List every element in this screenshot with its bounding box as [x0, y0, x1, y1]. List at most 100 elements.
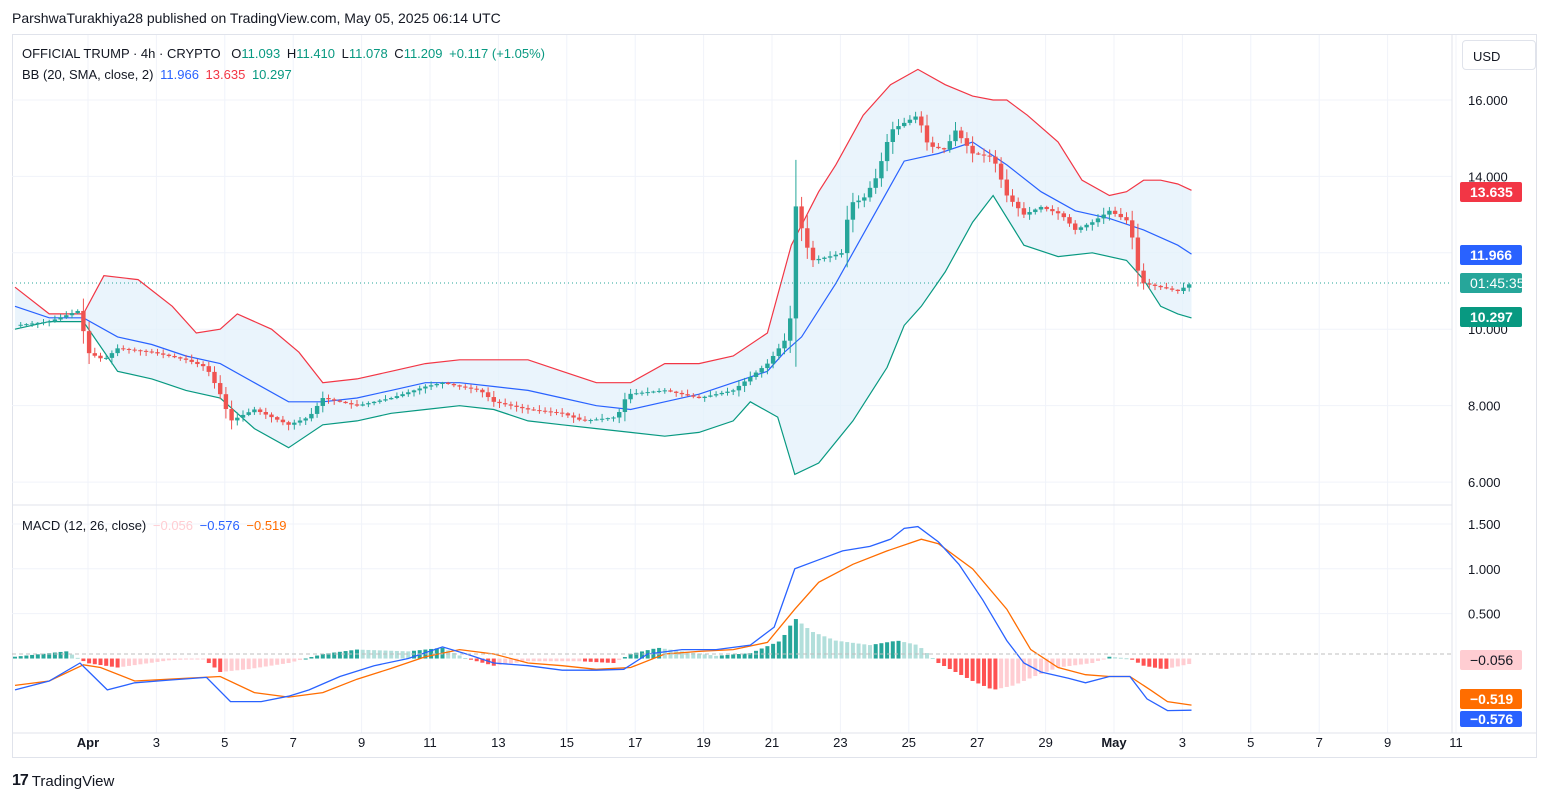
candle-body	[428, 385, 434, 387]
macd-histogram-bar	[782, 634, 787, 659]
candle-body	[1107, 210, 1112, 215]
macd-histogram-bar	[537, 658, 542, 662]
candle-body	[622, 399, 628, 413]
macd-histogram-bar	[75, 657, 80, 659]
candle-body	[594, 419, 599, 421]
candle-body	[799, 206, 804, 229]
candle-body	[702, 396, 707, 399]
candle-body	[468, 387, 474, 389]
time-tick-label: 3	[1179, 735, 1186, 750]
time-tick-label: 7	[290, 735, 297, 750]
time-tick-label: 19	[696, 735, 710, 750]
macd-histogram-bar	[833, 640, 838, 659]
candle-body	[200, 364, 206, 367]
candle-body	[645, 392, 650, 394]
macd-histogram-bar	[856, 643, 861, 659]
candle-body	[913, 116, 918, 120]
candle-body	[742, 381, 747, 386]
macd-histogram-bar	[383, 650, 388, 659]
candle-body	[1016, 201, 1021, 209]
currency-button[interactable]: USD	[1462, 40, 1536, 70]
macd-histogram-bar	[594, 658, 599, 663]
candle-body	[725, 391, 730, 393]
change-value: +0.117 (+1.05%)	[449, 46, 545, 61]
macd-histogram-bar	[811, 632, 815, 659]
macd-histogram-bar	[531, 658, 536, 662]
candle-body	[1118, 213, 1123, 218]
candle-body	[816, 258, 821, 261]
macd-histogram-bar	[132, 658, 137, 666]
candle-body	[959, 130, 964, 139]
macd-histogram-bar	[246, 658, 251, 670]
candle-body	[406, 392, 411, 395]
candle-body	[839, 253, 844, 255]
candle-body	[1010, 195, 1015, 202]
macd-histogram-bar	[1153, 658, 1157, 668]
macd-histogram-bar	[1033, 658, 1038, 677]
bb-basis-line	[14, 141, 1192, 411]
macd-histogram-bar	[702, 654, 707, 659]
macd-histogram-bar	[925, 653, 929, 659]
macd-histogram-bar	[189, 658, 194, 660]
macd-histogram-bar	[999, 658, 1004, 689]
macd-histogram-bar	[708, 655, 713, 659]
macd-histogram-bar	[1187, 658, 1192, 665]
macd-histogram-bar	[195, 658, 200, 660]
macd-histogram-bar	[98, 658, 103, 666]
candle-body	[218, 383, 223, 395]
macd-histogram-bar	[309, 657, 314, 659]
candle-body	[770, 355, 776, 364]
macd-signal-value: −0.519	[246, 518, 287, 533]
candle-body	[69, 313, 75, 316]
macd-histogram-bar	[605, 658, 610, 663]
macd-histogram-bar	[138, 658, 143, 665]
candle-body	[109, 353, 115, 358]
time-tick-label: Apr	[77, 735, 99, 750]
candle-body	[115, 348, 120, 354]
macd-histogram-bar	[788, 625, 793, 659]
macd-histogram-bar	[970, 658, 975, 681]
macd-histogram-bar	[754, 650, 758, 659]
macd-histogram-bar	[839, 641, 844, 659]
candle-body	[708, 395, 713, 397]
bb-label[interactable]: BB (20, SMA, close, 2)	[22, 67, 154, 82]
candle-body	[879, 161, 884, 179]
candle-body	[47, 321, 52, 323]
symbol-label[interactable]: OFFICIAL TRUMP · 4h · CRYPTO	[22, 46, 221, 61]
macd-histogram-bar	[172, 658, 177, 661]
macd-histogram-bar	[691, 652, 696, 659]
tradingview-logo[interactable]: 17 TradingView	[12, 772, 114, 790]
candle-body	[149, 351, 154, 353]
bb-basis-tag: 11.966	[1460, 245, 1522, 265]
candle-body	[354, 404, 360, 406]
candle-body	[121, 348, 126, 350]
candle-body	[166, 354, 172, 356]
candle-body	[491, 397, 496, 402]
macd-histogram-bar	[548, 658, 553, 662]
macd-histogram-bar	[201, 658, 206, 660]
macd-histogram-bar	[1061, 658, 1066, 667]
candle-body	[588, 420, 593, 422]
bb-upper-line	[14, 68, 1192, 384]
macd-histogram-bar	[24, 655, 29, 659]
candle-body	[862, 197, 867, 201]
macd-histogram-bar	[18, 656, 23, 659]
candle-body	[1061, 213, 1066, 218]
candle-body	[52, 319, 58, 322]
macd-histogram-bar	[451, 652, 456, 659]
macd-label[interactable]: MACD (12, 26, close)	[22, 518, 147, 533]
macd-histogram-bar	[816, 634, 821, 659]
chart-frame[interactable]	[12, 34, 1537, 758]
candle-body	[970, 145, 975, 154]
macd-histogram-bar	[1164, 658, 1169, 669]
macd-histogram-bar	[868, 645, 872, 659]
candle-body	[560, 412, 565, 414]
candle-body	[189, 359, 194, 362]
macd-histogram-bar	[178, 658, 183, 660]
macd-histogram-bar	[1084, 658, 1089, 664]
time-tick-label: 9	[358, 735, 365, 750]
candle-body	[1164, 287, 1169, 289]
macd-histogram-bar	[828, 638, 833, 659]
macd-histogram-bar	[959, 658, 964, 675]
